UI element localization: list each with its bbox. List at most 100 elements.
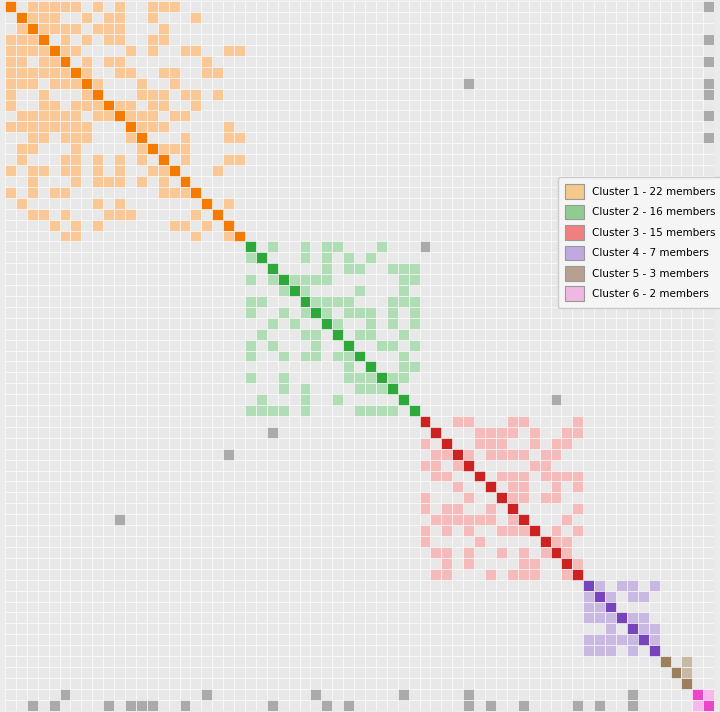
Bar	[202, 362, 212, 372]
Bar	[202, 45, 212, 56]
Bar	[81, 460, 92, 471]
Bar	[5, 122, 16, 132]
Bar	[572, 405, 583, 416]
Bar	[234, 514, 245, 525]
Bar	[321, 547, 333, 558]
Bar	[354, 569, 365, 580]
Bar	[551, 460, 562, 471]
Bar	[37, 449, 48, 460]
Bar	[518, 493, 528, 503]
Bar	[539, 350, 551, 362]
Bar	[594, 460, 605, 471]
Bar	[92, 154, 103, 165]
Bar	[528, 362, 539, 372]
Bar	[670, 427, 681, 438]
Bar	[431, 438, 441, 449]
Bar	[627, 438, 638, 449]
Bar	[136, 514, 147, 525]
Bar	[452, 405, 463, 416]
Bar	[333, 612, 343, 623]
Bar	[289, 110, 300, 122]
Bar	[333, 438, 343, 449]
Bar	[616, 394, 627, 405]
Bar	[158, 318, 168, 329]
Bar	[409, 514, 420, 525]
Bar	[681, 78, 693, 89]
Bar	[103, 525, 114, 536]
Bar	[92, 122, 103, 132]
Bar	[539, 503, 551, 514]
Bar	[256, 143, 267, 154]
Bar	[638, 350, 649, 362]
Bar	[354, 340, 365, 350]
Bar	[376, 405, 387, 416]
Bar	[310, 329, 321, 340]
Bar	[496, 667, 507, 678]
Bar	[333, 89, 343, 100]
Bar	[343, 176, 354, 187]
Bar	[168, 34, 179, 45]
Bar	[321, 89, 333, 100]
Bar	[125, 187, 136, 198]
Bar	[245, 89, 256, 100]
Bar	[168, 667, 179, 678]
Bar	[267, 307, 278, 318]
Bar	[92, 132, 103, 143]
Bar	[234, 350, 245, 362]
Bar	[267, 405, 278, 416]
Bar	[572, 340, 583, 350]
Bar	[71, 219, 81, 231]
Bar	[136, 122, 147, 132]
Bar	[420, 471, 431, 481]
Bar	[158, 143, 168, 154]
Bar	[278, 481, 289, 493]
Bar	[562, 514, 572, 525]
Bar	[158, 438, 168, 449]
Bar	[16, 590, 27, 602]
Bar	[256, 602, 267, 612]
Bar	[310, 252, 321, 263]
Bar	[321, 154, 333, 165]
Bar	[562, 514, 572, 525]
Bar	[202, 198, 212, 209]
Bar	[37, 307, 48, 318]
Bar	[463, 634, 474, 645]
Bar	[518, 405, 528, 416]
Bar	[562, 372, 572, 383]
Bar	[431, 689, 441, 700]
Bar	[267, 471, 278, 481]
Bar	[300, 471, 310, 481]
Bar	[114, 656, 125, 667]
Bar	[572, 176, 583, 187]
Bar	[71, 67, 81, 78]
Bar	[310, 318, 321, 329]
Bar	[703, 132, 714, 143]
Bar	[300, 350, 310, 362]
Bar	[48, 263, 60, 274]
Bar	[103, 667, 114, 678]
Bar	[660, 274, 670, 285]
Bar	[397, 656, 409, 667]
Bar	[441, 165, 452, 176]
Bar	[660, 678, 670, 689]
Bar	[693, 78, 703, 89]
Bar	[245, 307, 256, 318]
Bar	[420, 438, 431, 449]
Bar	[507, 296, 518, 307]
Bar	[627, 89, 638, 100]
Bar	[114, 525, 125, 536]
Bar	[37, 471, 48, 481]
Bar	[343, 263, 354, 274]
Bar	[343, 602, 354, 612]
Bar	[365, 580, 376, 590]
Bar	[528, 558, 539, 569]
Bar	[179, 612, 190, 623]
Bar	[583, 209, 594, 219]
Bar	[703, 536, 714, 547]
Bar	[333, 252, 343, 263]
Bar	[507, 689, 518, 700]
Bar	[223, 296, 234, 307]
Bar	[16, 525, 27, 536]
Bar	[212, 612, 223, 623]
Bar	[670, 503, 681, 514]
